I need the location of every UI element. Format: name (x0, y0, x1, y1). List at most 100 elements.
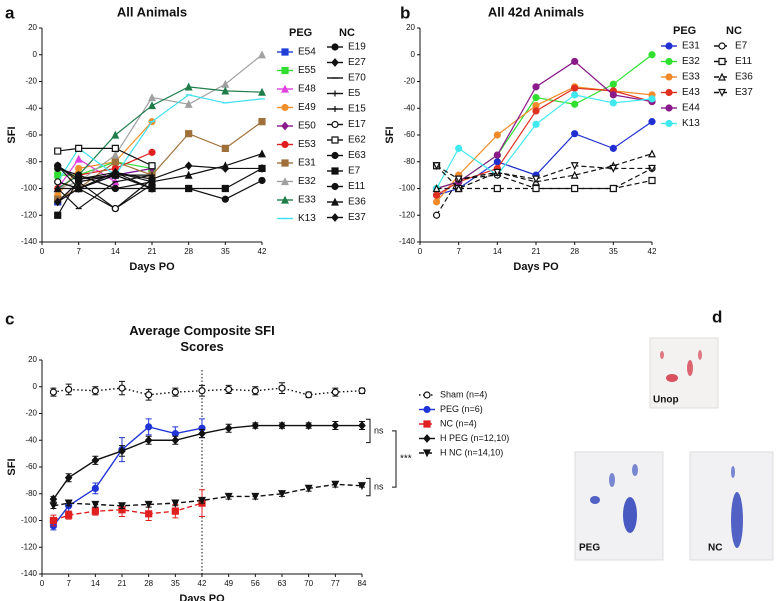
y-tick-label: -40 (25, 435, 37, 444)
chart-title: All 42d Animals (488, 4, 584, 19)
data-point (571, 100, 579, 108)
data-point (432, 211, 441, 219)
legend-label: E31 (298, 158, 316, 169)
series-line (57, 121, 263, 200)
data-point (258, 176, 266, 184)
print (609, 473, 615, 487)
data-point (221, 195, 229, 203)
data-point (609, 164, 618, 173)
data-point (118, 384, 126, 392)
data-point (251, 387, 259, 395)
legend-label: E11 (735, 56, 752, 67)
data-point (54, 198, 61, 205)
data-point (609, 184, 617, 193)
legend-marker (331, 151, 339, 160)
series-line (57, 147, 153, 167)
x-tick-label: 42 (258, 247, 267, 256)
data-point (571, 91, 579, 99)
series-line (57, 181, 153, 210)
data-point (221, 164, 230, 173)
series-line (436, 60, 653, 190)
legend-marker (331, 197, 339, 206)
data-point (64, 499, 73, 508)
y-axis-label: SFI (6, 458, 18, 475)
legend-label: E63 (348, 150, 366, 161)
legend-label: E37 (348, 212, 366, 223)
data-point (171, 435, 180, 445)
data-point (221, 184, 229, 193)
data-point (111, 150, 120, 159)
legend-marker (331, 182, 339, 191)
data-point (221, 86, 230, 95)
legend-label: E19 (348, 42, 366, 53)
legend-label: E15 (348, 104, 366, 115)
data-point (648, 149, 656, 158)
data-point (331, 388, 339, 396)
y-tick-label: -140 (21, 237, 38, 246)
x-tick-label: 77 (331, 579, 340, 588)
print (590, 496, 600, 504)
data-point (258, 118, 266, 126)
legend-label: Sham (n=4) (440, 389, 487, 399)
data-point (54, 147, 62, 155)
data-point (111, 205, 119, 213)
legend-marker (281, 140, 289, 149)
data-point (91, 500, 100, 509)
data-point (145, 391, 153, 399)
legend-label: E5 (348, 88, 361, 99)
data-point (118, 446, 126, 456)
data-point (532, 83, 540, 91)
data-point (258, 164, 266, 173)
legend-marker (423, 449, 431, 458)
print (660, 351, 664, 359)
legend-marker (423, 405, 431, 414)
legend-marker (331, 213, 339, 222)
data-point (49, 388, 58, 396)
x-tick-label: 56 (251, 579, 260, 588)
y-tick-label: 20 (28, 23, 37, 32)
data-point (198, 387, 206, 395)
data-point (304, 421, 313, 430)
bracket (366, 477, 371, 497)
bracket (366, 418, 371, 444)
y-tick-label: -20 (403, 77, 415, 86)
legend-label: E43 (682, 87, 700, 98)
x-tick-label: 35 (171, 579, 180, 588)
data-point (91, 387, 99, 395)
data-point (609, 91, 617, 99)
data-point (609, 144, 617, 152)
legend-marker (331, 167, 339, 175)
y-tick-label: -140 (21, 569, 38, 578)
y-tick-label: 20 (406, 23, 415, 32)
series-line (57, 174, 152, 203)
data-point (278, 384, 286, 392)
data-point (304, 484, 313, 493)
data-point (570, 170, 579, 179)
print (666, 374, 678, 382)
x-tick-label: 49 (224, 579, 233, 588)
chart-title: Average Composite SFI Scores (129, 323, 275, 354)
data-point (64, 473, 73, 483)
data-point (331, 421, 340, 430)
x-tick-label: 28 (184, 247, 193, 256)
data-point (432, 162, 441, 171)
data-point (65, 385, 73, 393)
legend-label: E37 (735, 87, 753, 98)
legend-heading: NC (339, 27, 355, 39)
y-axis-label: SFI (384, 126, 396, 143)
legend-marker (281, 66, 289, 75)
legend-label: NC (n=4) (440, 418, 477, 428)
data-point (455, 144, 463, 152)
series-line (53, 387, 363, 396)
x-tick-label: 35 (221, 247, 230, 256)
print (687, 360, 693, 376)
data-point (144, 435, 153, 445)
legend-label: E36 (348, 197, 366, 208)
data-point (454, 184, 463, 193)
data-point (648, 176, 656, 185)
legend-label: E7 (735, 41, 748, 52)
legend-marker (665, 42, 673, 50)
data-point (358, 482, 366, 491)
legend-marker (665, 104, 673, 112)
data-point (53, 161, 62, 171)
